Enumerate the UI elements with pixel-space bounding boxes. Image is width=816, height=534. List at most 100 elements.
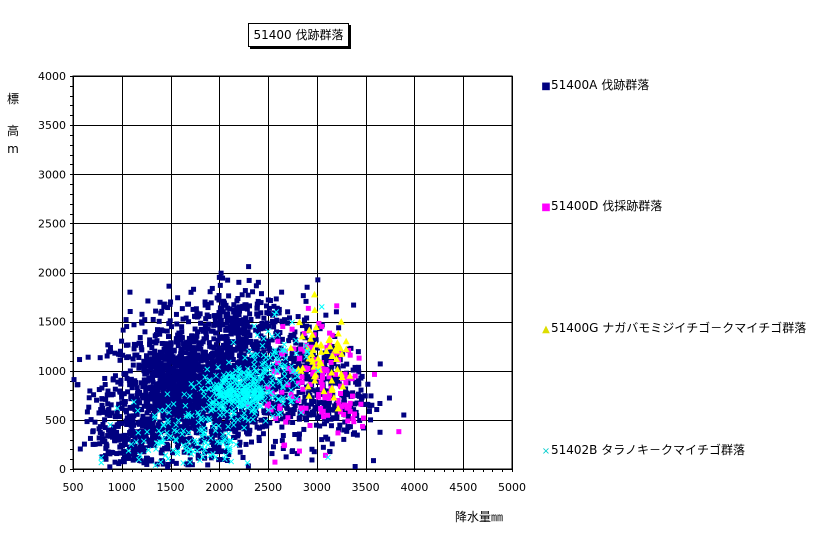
data-point [259,320,265,326]
data-point [208,380,214,386]
data-point [252,419,258,425]
data-point [246,428,252,434]
x-tick-label: 1500 [157,481,185,494]
data-point [316,413,322,419]
data-point [157,407,163,414]
data-point [237,449,243,455]
data-point [339,383,347,390]
data-point [223,333,229,339]
data-point [227,318,233,324]
data-point [258,403,264,409]
data-point [127,289,133,295]
data-point [290,411,296,417]
data-point [300,353,306,359]
data-point [150,431,156,437]
data-point [123,407,129,413]
data-point [216,293,222,299]
data-point [154,327,160,333]
data-point [287,407,293,413]
data-point [241,410,248,416]
data-point [198,439,204,445]
data-points [71,264,407,470]
data-point [159,426,165,432]
data-point [282,355,289,362]
data-point [181,391,188,398]
data-point [144,410,150,416]
data-point [239,382,246,388]
data-point [218,365,224,371]
data-point [293,369,300,376]
data-point [191,407,197,413]
data-point [173,460,179,466]
data-point [157,327,163,333]
data-point [241,305,247,311]
data-point [203,416,209,422]
data-point [146,375,152,381]
data-point [171,372,177,378]
data-point [274,334,280,340]
data-point [224,439,230,445]
data-point [319,382,325,388]
data-point [136,354,142,360]
data-point [168,324,174,330]
data-point [210,406,217,412]
y-axis-label-char-1: 標 [6,92,19,106]
data-point [85,354,91,360]
data-point [281,375,287,381]
data-point [159,447,165,453]
data-point [230,422,237,428]
data-point [160,413,166,419]
data-point [202,323,208,329]
data-point [301,399,307,405]
data-point [152,441,158,447]
data-point [325,352,331,358]
data-point [150,379,156,385]
data-point [163,341,169,347]
data-point [365,381,371,387]
data-point [152,348,158,354]
data-point [119,338,125,344]
data-point [173,336,179,342]
data-point [270,444,276,450]
data-point [217,322,223,328]
data-point [189,359,195,365]
data-point [226,367,232,373]
data-point [207,435,214,441]
data-point [253,383,260,389]
data-point [237,308,243,314]
data-point [289,351,295,357]
data-point [303,298,309,304]
data-point [338,350,346,357]
data-point [304,349,311,356]
data-point [238,400,245,406]
data-point [340,363,346,369]
data-point [218,318,224,324]
data-point [326,399,332,405]
data-point [106,427,112,433]
data-point [123,370,129,376]
data-point [222,421,228,427]
data-point [159,385,165,391]
data-point [194,417,200,423]
data-point [201,393,208,399]
data-point [130,457,136,463]
y-axis-label-char-2: 高 [6,124,19,138]
data-point [257,425,263,431]
data-point [190,422,196,428]
data-point [225,348,231,354]
data-point [353,379,359,385]
data-point [212,427,219,434]
data-point [220,431,226,438]
data-point [158,310,164,316]
data-point [138,458,144,464]
data-point [293,340,299,346]
data-point [352,430,358,436]
data-point [324,412,330,418]
data-point [158,430,164,437]
data-point [117,357,123,363]
data-point [279,416,285,422]
data-point [227,306,233,312]
data-point [230,356,236,362]
data-point [301,426,307,432]
data-point [358,375,364,381]
